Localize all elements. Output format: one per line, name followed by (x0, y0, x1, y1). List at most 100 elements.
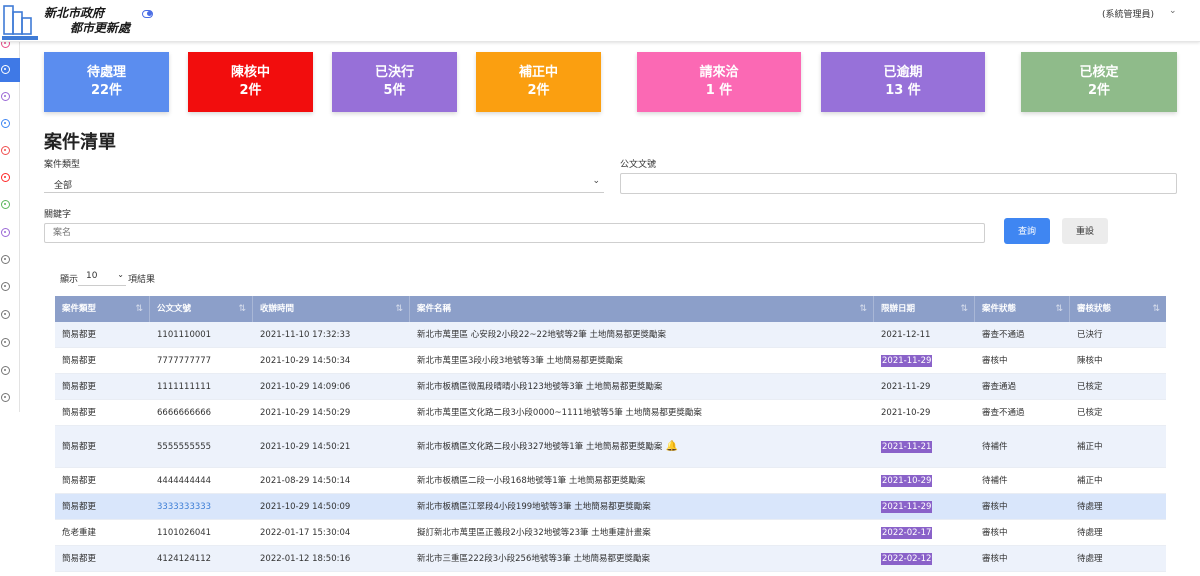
cell-review-status-text: 待處理 (1077, 528, 1103, 538)
sidebar-toggle-icon[interactable] (142, 10, 153, 18)
cell-deadline: 2021-11-21 (874, 426, 933, 468)
column-header-doc-no[interactable]: 公文文號 ⇅ (150, 296, 253, 322)
table-row[interactable]: 簡易都更 4444444444 2021-08-29 14:50:14 新北市板橋區二… (55, 468, 1166, 494)
reset-button[interactable]: 重設 (1062, 218, 1108, 244)
sidebar-item-icon[interactable] (1, 92, 10, 101)
building-logo-icon (2, 5, 38, 40)
sidebar-item-icon[interactable] (1, 200, 10, 209)
cell-received: 2021-11-10 17:32:33 (253, 322, 350, 348)
cell-review-status-text: 待處理 (1077, 554, 1103, 564)
cell-case-name-text: 新北市板橋區文化路二段小段327地號等1筆 土地簡易都更獎勵案 (417, 442, 663, 452)
bell-icon[interactable]: 🔔 (662, 441, 678, 452)
sidebar-item-icon[interactable] (1, 338, 10, 347)
status-card-approved[interactable]: 已核定 2件 (1021, 52, 1177, 112)
page-size-select[interactable]: 10 ⌄ (78, 268, 126, 286)
cell-review-status: 陳核中 (1070, 348, 1103, 374)
column-header-received[interactable]: 收辦時間 ⇅ (253, 296, 410, 322)
cell-case-type-text: 簡易都更 (62, 356, 97, 366)
table-row[interactable]: 簡易都更 3333333333 2021-10-29 14:50:09 新北市板橋區江… (55, 494, 1166, 520)
column-header-case-name[interactable]: 案件名稱 ⇅ (410, 296, 874, 322)
cell-review-status: 補正中 (1070, 468, 1103, 494)
column-header-review-status[interactable]: 審核狀態 ⇅ (1070, 296, 1166, 322)
cell-deadline: 2021-12-11 (874, 322, 930, 348)
cell-case-name: 新北市萬里區文化路二段3小段0000~1111地號等5筆 土地簡易都更獎勵案 (410, 400, 702, 426)
table-row[interactable]: 簡易都更 1111111111 2021-10-29 14:09:06 新北市板橋區微… (55, 374, 1166, 400)
column-header-deadline[interactable]: 限辦日期 ⇅ (874, 296, 975, 322)
status-card-decided[interactable]: 已決行 5件 (332, 52, 457, 112)
sidebar-item-icon[interactable] (1, 119, 10, 128)
sidebar-item-icon[interactable] (1, 366, 10, 375)
table-row[interactable]: 簡易都更 5555555555 2021-10-29 14:50:21 新北市板橋區文… (55, 426, 1166, 468)
sidebar-item-active[interactable] (0, 58, 20, 82)
doc-no-label: 公文文號 (620, 160, 657, 170)
logo-line-1: 新北市政府 (44, 6, 105, 20)
cell-case-name-text: 新北市板橋區二段一小段168地號等1筆 土地簡易都更獎勵案 (417, 476, 646, 486)
cell-deadline: 2021-10-29 (874, 468, 933, 494)
cell-case-name: 新北市萬里區3段小段3地號等3筆 土地簡易都更獎勵案 (410, 348, 623, 374)
cell-case-status-text: 審查不通過 (982, 408, 1025, 418)
sidebar-item-icon[interactable] (1, 146, 10, 155)
cell-received-text: 2022-01-17 15:30:04 (260, 528, 351, 538)
sort-icon: ⇅ (1055, 304, 1063, 314)
sidebar-item-icon[interactable] (1, 65, 10, 74)
cell-case-type-text: 簡易都更 (62, 382, 97, 392)
chevron-down-icon: ⌄ (592, 176, 600, 186)
cell-case-name: 新北市板橋區江翠段4小段199地號等3筆 土地簡易都更獎勵案 (410, 494, 651, 520)
column-header-case-type[interactable]: 案件類型 ⇅ (55, 296, 150, 322)
sidebar-item-icon[interactable] (1, 310, 10, 319)
column-header-label: 審核狀態 (1077, 304, 1112, 314)
cell-case-type: 簡易都更 (55, 400, 96, 426)
cell-received-text: 2021-10-29 14:50:29 (260, 408, 351, 418)
cell-case-status-text: 審核中 (982, 356, 1008, 366)
cell-received-text: 2021-10-29 14:09:06 (260, 382, 351, 392)
cell-doc-no-text: 5555555555 (157, 442, 212, 452)
sidebar-item-icon[interactable] (1, 393, 10, 402)
table-row[interactable]: 簡易都更 4124124112 2022-01-12 18:50:16 新北市三重區2… (55, 546, 1166, 572)
status-card-pending[interactable]: 待處理 22件 (44, 52, 169, 112)
cell-doc-no: 6666666666 (150, 400, 211, 426)
sidebar-item-icon[interactable] (1, 255, 10, 264)
search-button[interactable]: 查詢 (1004, 218, 1050, 244)
case-type-select[interactable]: 全部 ⌄ (44, 173, 604, 193)
cell-case-status-text: 待補件 (982, 442, 1008, 452)
card-count: 1 件 (705, 83, 733, 98)
cell-deadline-text: 2021-10-29 (881, 408, 931, 418)
case-type-value: 全部 (54, 181, 73, 191)
cell-case-type-text: 簡易都更 (62, 408, 97, 418)
keyword-input[interactable] (44, 223, 985, 243)
cell-deadline-text: 2021-12-11 (881, 330, 931, 340)
column-header-label: 收辦時間 (260, 304, 295, 314)
table-row[interactable]: 簡易都更 1101110001 2021-11-10 17:32:33 新北市萬里區 … (55, 322, 1166, 348)
column-header-label: 案件類型 (62, 304, 97, 314)
sidebar-item-icon[interactable] (1, 173, 10, 182)
status-card-reviewing[interactable]: 陳核中 2件 (188, 52, 313, 112)
card-label: 補正中 (518, 65, 558, 80)
status-card-contact[interactable]: 請來洽 1 件 (637, 52, 801, 112)
chevron-down-icon[interactable]: ⌄ (1169, 6, 1177, 16)
show-prefix: 顯示 (60, 275, 79, 285)
cell-doc-no-text: 4124124112 (157, 554, 212, 564)
cell-case-name-text: 新北市板橋區江翠段4小段199地號等3筆 土地簡易都更獎勵案 (417, 502, 651, 512)
column-header-case-status[interactable]: 案件狀態 ⇅ (975, 296, 1070, 322)
cell-received: 2021-10-29 14:50:29 (253, 400, 350, 426)
card-count: 2件 (527, 83, 550, 98)
table-row[interactable]: 危老重建 1101026041 2022-01-17 15:30:04 擬訂新北市萬里… (55, 520, 1166, 546)
keyword-label: 關鍵字 (44, 210, 72, 220)
status-card-overdue[interactable]: 已逾期 13 件 (821, 52, 985, 112)
sidebar-item-icon[interactable] (1, 228, 10, 237)
cell-deadline-text: 2022-02-17 (881, 527, 933, 539)
cell-doc-no[interactable]: 3333333333 (150, 494, 211, 520)
cell-case-status: 審查通過 (975, 374, 1016, 400)
table-row[interactable]: 簡易都更 6666666666 2021-10-29 14:50:29 新北市萬里區文… (55, 400, 1166, 426)
status-card-amending[interactable]: 補正中 2件 (476, 52, 601, 112)
cell-case-name: 擬訂新北市萬里區正義段2小段32地號等23筆 土地重建計畫案 (410, 520, 651, 546)
cell-case-status: 待補件 (975, 468, 1008, 494)
cell-case-status-text: 審核中 (982, 528, 1008, 538)
sort-icon: ⇅ (859, 304, 867, 314)
cell-doc-no-text: 7777777777 (157, 356, 212, 366)
sort-icon: ⇅ (395, 304, 403, 314)
doc-no-input[interactable] (620, 173, 1177, 194)
sidebar-item-icon[interactable] (1, 282, 10, 291)
table-row[interactable]: 簡易都更 7777777777 2021-10-29 14:50:34 新北市萬里區3… (55, 348, 1166, 374)
user-role-label[interactable]: (系統管理員) (1102, 10, 1155, 20)
